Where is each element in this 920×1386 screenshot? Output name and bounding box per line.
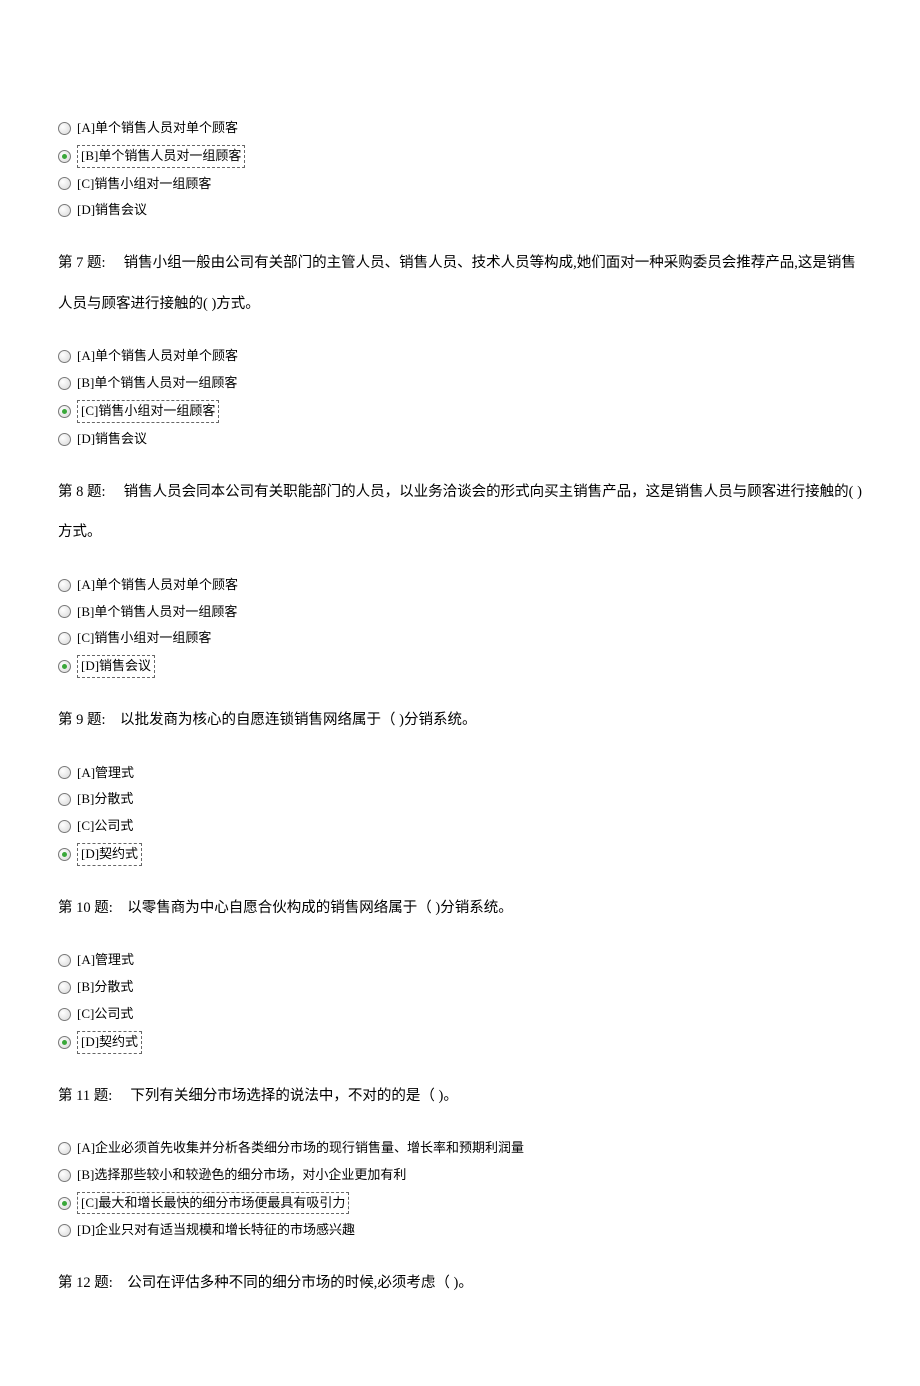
q10-option-a[interactable]: [A]管理式 (58, 950, 862, 971)
q8-options: [A]单个销售人员对单个顾客 [B]单个销售人员对一组顾客 [C]销售小组对一组… (58, 575, 862, 678)
radio-icon (58, 350, 71, 363)
q11-option-c[interactable]: [C]最大和增长最快的细分市场便最具有吸引力 (58, 1192, 862, 1215)
q12-text: 第 12 题: 公司在评估多种不同的细分市场的时候,必须考虑（ )。 (58, 1263, 862, 1304)
option-label: [C]公司式 (77, 1004, 133, 1025)
option-label: [B]单个销售人员对一组顾客 (77, 145, 245, 168)
option-label: [B]单个销售人员对一组顾客 (77, 602, 237, 623)
q9-text: 第 9 题: 以批发商为核心的自愿连锁销售网络属于（ )分销系统。 (58, 700, 862, 741)
q6-option-c[interactable]: [C]销售小组对一组顾客 (58, 174, 862, 195)
q10-option-d[interactable]: [D]契约式 (58, 1031, 862, 1054)
option-label: [C]最大和增长最快的细分市场便最具有吸引力 (77, 1192, 349, 1215)
q7-text: 第 7 题: 销售小组一般由公司有关部门的主管人员、销售人员、技术人员等构成,她… (58, 243, 862, 324)
option-label: [B]分散式 (77, 977, 133, 998)
radio-icon (58, 204, 71, 217)
q10-option-b[interactable]: [B]分散式 (58, 977, 862, 998)
radio-icon (58, 579, 71, 592)
q8-text: 第 8 题: 销售人员会同本公司有关职能部门的人员，以业务洽谈会的形式向买主销售… (58, 472, 862, 553)
option-label: [D]销售会议 (77, 429, 147, 450)
radio-selected-icon (58, 848, 71, 861)
q10-text: 第 10 题: 以零售商为中心自愿合伙构成的销售网络属于（ )分销系统。 (58, 888, 862, 929)
q6-option-d[interactable]: [D]销售会议 (58, 200, 862, 221)
q7-options: [A]单个销售人员对单个顾客 [B]单个销售人员对一组顾客 [C]销售小组对一组… (58, 346, 862, 449)
q9-options: [A]管理式 [B]分散式 [C]公司式 [D]契约式 (58, 763, 862, 866)
option-label: [B]选择那些较小和较逊色的细分市场，对小企业更加有利 (77, 1165, 406, 1186)
option-label: [A]企业必须首先收集并分析各类细分市场的现行销售量、增长率和预期利润量 (77, 1138, 524, 1159)
option-label: [D]销售会议 (77, 200, 147, 221)
option-label: [C]公司式 (77, 816, 133, 837)
option-label: [A]单个销售人员对单个顾客 (77, 346, 238, 367)
q11-option-b[interactable]: [B]选择那些较小和较逊色的细分市场，对小企业更加有利 (58, 1165, 862, 1186)
radio-selected-icon (58, 1197, 71, 1210)
q9-option-c[interactable]: [C]公司式 (58, 816, 862, 837)
q7-option-b[interactable]: [B]单个销售人员对一组顾客 (58, 373, 862, 394)
option-label: [A]管理式 (77, 950, 134, 971)
radio-icon (58, 122, 71, 135)
q10-option-c[interactable]: [C]公司式 (58, 1004, 862, 1025)
radio-icon (58, 433, 71, 446)
radio-selected-icon (58, 660, 71, 673)
option-label: [B]单个销售人员对一组顾客 (77, 373, 237, 394)
q6-option-b[interactable]: [B]单个销售人员对一组顾客 (58, 145, 862, 168)
radio-selected-icon (58, 150, 71, 163)
radio-icon (58, 177, 71, 190)
radio-icon (58, 377, 71, 390)
radio-icon (58, 1142, 71, 1155)
radio-icon (58, 766, 71, 779)
q8-option-a[interactable]: [A]单个销售人员对单个顾客 (58, 575, 862, 596)
q8-option-c[interactable]: [C]销售小组对一组顾客 (58, 628, 862, 649)
q11-option-d[interactable]: [D]企业只对有适当规模和增长特征的市场感兴趣 (58, 1220, 862, 1241)
radio-icon (58, 1224, 71, 1237)
option-label: [C]销售小组对一组顾客 (77, 628, 211, 649)
option-label: [A]管理式 (77, 763, 134, 784)
option-label: [A]单个销售人员对单个顾客 (77, 575, 238, 596)
q11-text: 第 11 题: 下列有关细分市场选择的说法中，不对的的是（ )。 (58, 1076, 862, 1117)
q9-option-b[interactable]: [B]分散式 (58, 789, 862, 810)
q7-option-c[interactable]: [C]销售小组对一组顾客 (58, 400, 862, 423)
q11-option-a[interactable]: [A]企业必须首先收集并分析各类细分市场的现行销售量、增长率和预期利润量 (58, 1138, 862, 1159)
option-label: [B]分散式 (77, 789, 133, 810)
radio-selected-icon (58, 405, 71, 418)
q9-option-d[interactable]: [D]契约式 (58, 843, 862, 866)
q8-option-b[interactable]: [B]单个销售人员对一组顾客 (58, 602, 862, 623)
option-label: [D]契约式 (77, 1031, 142, 1054)
q10-options: [A]管理式 [B]分散式 [C]公司式 [D]契约式 (58, 950, 862, 1053)
q6-options: [A]单个销售人员对单个顾客 [B]单个销售人员对一组顾客 [C]销售小组对一组… (58, 118, 862, 221)
q7-option-d[interactable]: [D]销售会议 (58, 429, 862, 450)
q9-option-a[interactable]: [A]管理式 (58, 763, 862, 784)
radio-icon (58, 605, 71, 618)
option-label: [C]销售小组对一组顾客 (77, 400, 219, 423)
radio-selected-icon (58, 1036, 71, 1049)
radio-icon (58, 820, 71, 833)
option-label: [D]销售会议 (77, 655, 155, 678)
q7-option-a[interactable]: [A]单个销售人员对单个顾客 (58, 346, 862, 367)
option-label: [D]企业只对有适当规模和增长特征的市场感兴趣 (77, 1220, 355, 1241)
radio-icon (58, 632, 71, 645)
radio-icon (58, 981, 71, 994)
q8-option-d[interactable]: [D]销售会议 (58, 655, 862, 678)
option-label: [C]销售小组对一组顾客 (77, 174, 211, 195)
option-label: [A]单个销售人员对单个顾客 (77, 118, 238, 139)
option-label: [D]契约式 (77, 843, 142, 866)
q11-options: [A]企业必须首先收集并分析各类细分市场的现行销售量、增长率和预期利润量 [B]… (58, 1138, 862, 1241)
radio-icon (58, 793, 71, 806)
radio-icon (58, 1008, 71, 1021)
q6-option-a[interactable]: [A]单个销售人员对单个顾客 (58, 118, 862, 139)
radio-icon (58, 954, 71, 967)
radio-icon (58, 1169, 71, 1182)
